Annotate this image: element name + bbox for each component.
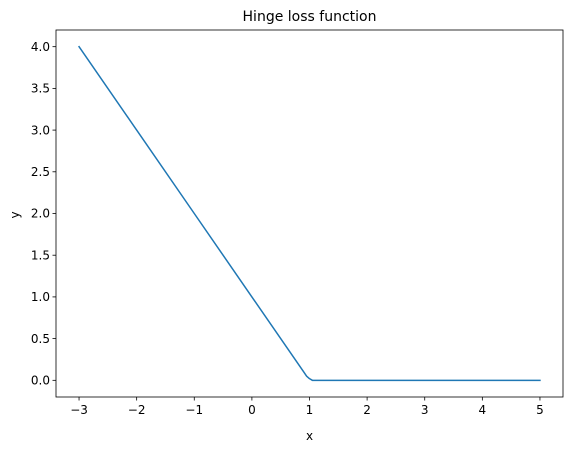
x-tick-label: −2 [128, 403, 146, 417]
chart-title: Hinge loss function [243, 9, 377, 25]
y-tick-label: 0.0 [31, 374, 50, 388]
x-tick-label: 1 [306, 403, 314, 417]
y-tick-label: 3.0 [31, 123, 50, 137]
x-tick-label: 4 [479, 403, 487, 417]
y-tick-label: 2.0 [31, 207, 50, 221]
x-tick-label: 5 [536, 403, 544, 417]
x-axis-label: x [306, 429, 313, 443]
y-tick-label: 0.5 [31, 332, 50, 346]
y-axis-label: y [8, 211, 22, 218]
x-tick-label: −3 [70, 403, 88, 417]
y-tick-label: 3.5 [31, 82, 50, 96]
x-tick-label: −1 [185, 403, 203, 417]
y-tick-label: 2.5 [31, 165, 50, 179]
x-tick-label: 3 [421, 403, 429, 417]
y-tick-label: 1.5 [31, 248, 50, 262]
y-tick-label: 1.0 [31, 290, 50, 304]
x-tick-label: 2 [363, 403, 371, 417]
x-tick-label: 0 [248, 403, 256, 417]
y-tick-label: 4.0 [31, 40, 50, 54]
